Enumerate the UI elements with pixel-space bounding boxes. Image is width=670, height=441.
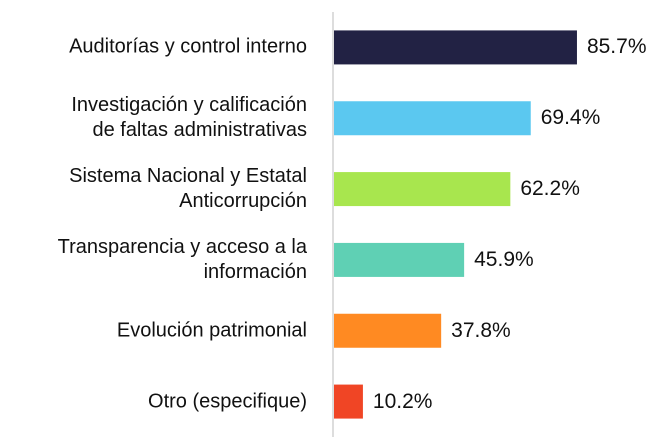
category-label: Investigación y calificación de faltas a… <box>71 94 307 142</box>
value-label: 10.2% <box>372 389 433 413</box>
value-label: 62.2% <box>520 177 580 201</box>
category-label: Otro (especifique) <box>148 390 307 413</box>
value-label: 45.9% <box>474 247 534 271</box>
value-label: 85.7% <box>586 35 647 59</box>
category-label: Evolución patrimonial <box>116 319 307 342</box>
bar <box>334 101 531 136</box>
bar <box>334 313 442 348</box>
value-label: 37.8% <box>451 318 511 342</box>
bar <box>334 384 363 419</box>
category-label: Auditorías y control interno <box>69 35 307 58</box>
category-label: Transparencia y acceso a la información <box>57 235 307 283</box>
bar <box>334 242 465 277</box>
category-label: Sistema Nacional y Estatal Anticorrupció… <box>69 165 307 213</box>
value-label: 69.4% <box>540 106 601 130</box>
bar <box>334 172 511 207</box>
bar <box>334 30 577 65</box>
